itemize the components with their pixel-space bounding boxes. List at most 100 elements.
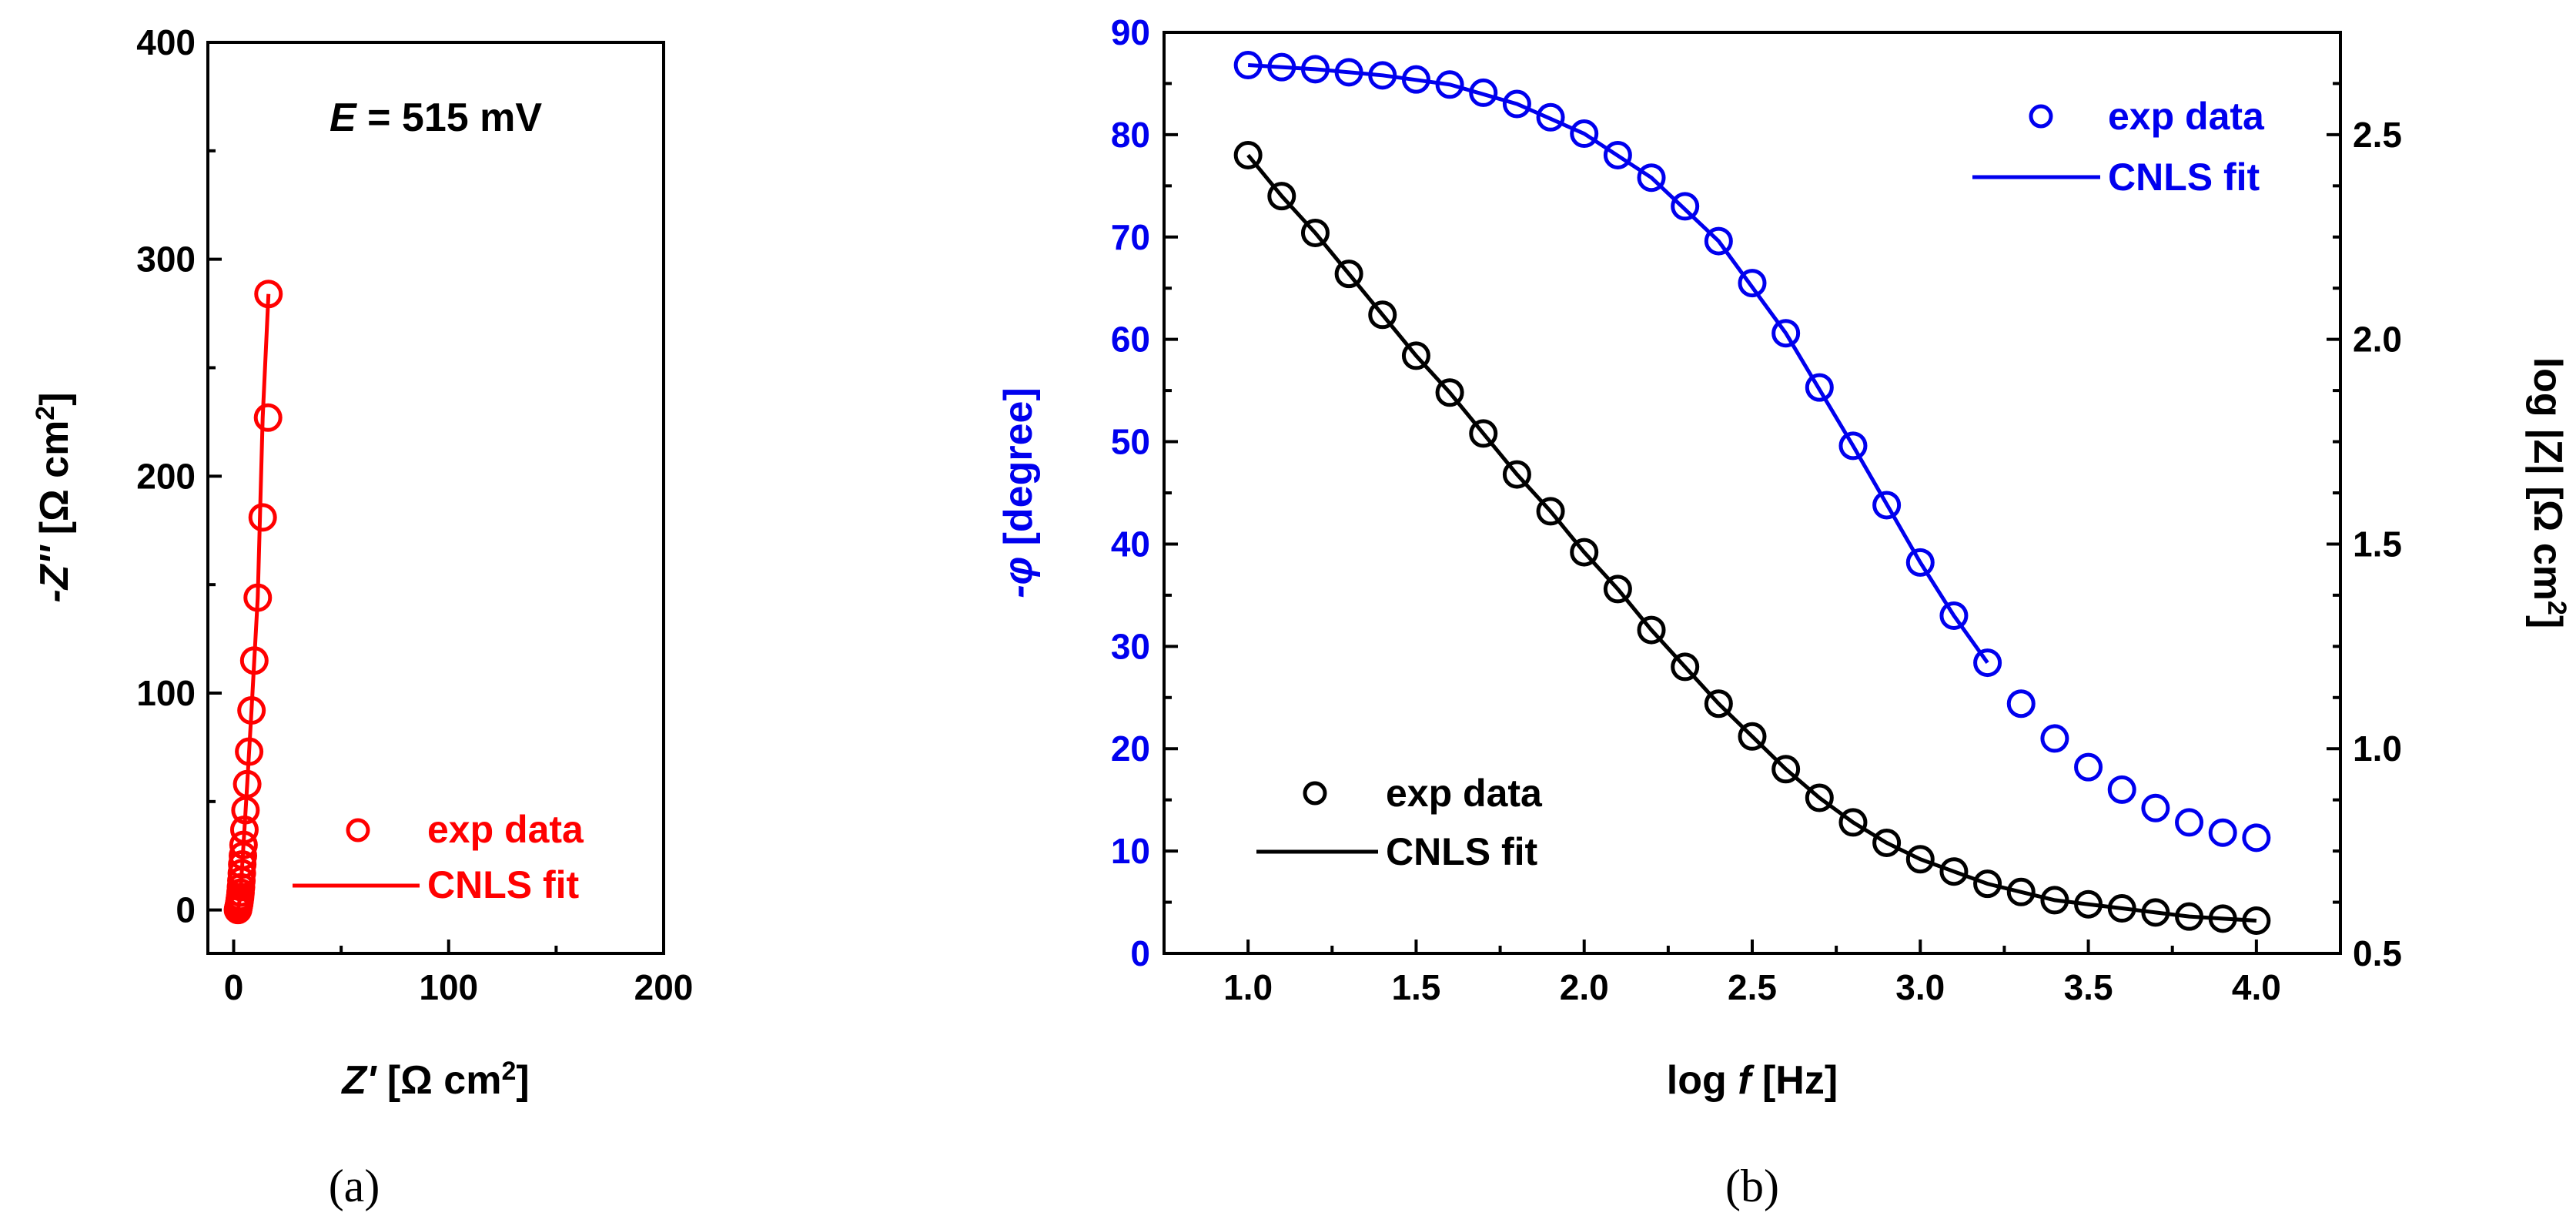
panel-b-phase-data-point <box>2141 793 2170 822</box>
panel-a-data-point <box>235 737 264 766</box>
panel-a-x-tick-label: 100 <box>419 967 478 1007</box>
panel-b-phase-data-point <box>1738 269 1767 298</box>
panel-a-data-point <box>229 830 258 859</box>
panel-b-phase-data-point <box>1469 78 1498 107</box>
panel-a-x-tick-label: 200 <box>634 967 694 1007</box>
panel-b-modulus-data-point <box>2208 904 2237 933</box>
panel-b-modulus-data-point <box>1771 755 1801 784</box>
panel-b-left-y-tick-label: 10 <box>1111 831 1150 871</box>
panel-b-phase-data-point <box>1233 51 1263 80</box>
panel-a-data-point <box>239 646 269 675</box>
panel-a-legend-marker <box>346 818 370 842</box>
panel-a-data-point <box>253 403 283 432</box>
panel-a-data-point <box>254 280 283 309</box>
panel-b-modulus-data-point <box>1872 828 1902 857</box>
panel-b-phase-data-point <box>2006 689 2036 719</box>
panel-b-left-y-axis-label: -φ [degree] <box>996 387 1041 598</box>
panel-b-phase-data-point <box>1973 648 2002 678</box>
panel-b-modulus-data-point <box>1435 378 1464 407</box>
panel-b-phase-legend-line-label: CNLS fit <box>2108 156 2260 199</box>
panel-b-modulus-data-point <box>1704 689 1733 719</box>
panel-b-x-tick-label: 3.5 <box>2064 967 2113 1007</box>
panel-b-right-y-tick-label: 1.5 <box>2353 524 2402 564</box>
panel-b-modulus-data-point <box>2074 889 2103 919</box>
panel-b-left-y-tick-label: 0 <box>1130 933 1150 973</box>
panel-b-phase-data-point <box>2040 724 2069 753</box>
panel-a-plot-frame <box>206 41 665 955</box>
panel-b-x-tick-label: 3.0 <box>1895 967 1945 1007</box>
panel-b-modulus-data-point <box>1905 845 1935 874</box>
panel-b-phase-data-point <box>1401 65 1430 94</box>
panel-b-phase-data-point <box>2175 808 2204 837</box>
panel-a-data-point <box>228 850 257 879</box>
panel-a-data-point <box>243 583 273 612</box>
panel-a-caption: (a) <box>329 1161 380 1211</box>
panel-b-modulus-data-point <box>1738 722 1767 751</box>
panel-a-x-axis-label: Z' [Ω cm2] <box>340 1057 529 1103</box>
panel-b-right-y-tick-label: 0.5 <box>2353 933 2402 973</box>
panel-b-modulus-data-point <box>2242 906 2271 935</box>
panel-b-modulus-legend-markers-label: exp data <box>1386 772 1543 815</box>
panel-a-y-tick-label: 300 <box>136 240 196 280</box>
panel-a-data-point <box>233 769 262 799</box>
panel-b-right-y-tick-label: 2.5 <box>2353 115 2402 155</box>
panel-b-modulus-data-point <box>1671 652 1700 682</box>
panel-b-chart: 1.0 1.5 2.0 2.5 3.0 3.5 4.0 0 10 20 30 40 50 60 70 80 90… <box>996 12 2571 1211</box>
panel-b-phase-data-point <box>1570 119 1599 149</box>
panel-a-y-axis-label: -Z'' [Ω cm2] <box>31 392 77 602</box>
panel-b-modulus-data-point <box>1368 300 1397 330</box>
panel-b-modulus-data-point <box>1536 497 1565 526</box>
panel-b-modulus-legend: exp data CNLS fit <box>1256 772 1543 873</box>
panel-b-phase-data-point <box>1603 140 1632 169</box>
panel-b-phase-data-point <box>1704 226 1733 256</box>
panel-a-y-tick-label: 200 <box>136 456 196 496</box>
panel-b-x-tick-label: 2.0 <box>1560 967 1609 1007</box>
panel-b-left-y-tick-label: 20 <box>1111 729 1150 769</box>
panel-b-modulus-fit-line <box>1246 153 2257 923</box>
panel-b-modulus-data-point <box>1233 140 1263 169</box>
panel-a-data-point <box>227 859 256 888</box>
panel-b-phase-data-point <box>1368 61 1397 90</box>
panel-a-annotation: E = 515 mV <box>330 95 542 140</box>
panel-b-modulus-data-point <box>1267 182 1296 211</box>
panel-b-phase-data-point <box>1905 548 1935 577</box>
panel-b-left-y-tick-label: 30 <box>1111 626 1150 666</box>
panel-b-modulus-data-point <box>1469 419 1498 448</box>
panel-b-phase-legend: exp data CNLS fit <box>1972 95 2265 199</box>
panel-b-x-tick-label: 1.0 <box>1223 967 1273 1007</box>
panel-b-right-y-axis-label: log |Z| [Ω cm2] <box>2525 357 2571 629</box>
panel-b-right-y-tick-label: 2.0 <box>2353 320 2402 360</box>
panel-b-modulus-data-point <box>1637 615 1666 645</box>
panel-b-phase-data-point <box>1939 601 1969 630</box>
panel-b-modulus-data-point <box>1973 869 2002 899</box>
panel-a-chart: 0 100 200 0 100 200 300 400 E = 515 mV exp data… <box>31 22 693 1211</box>
panel-b-phase-data-point <box>1334 58 1363 87</box>
panel-b-phase-data-point <box>1536 102 1565 132</box>
panel-b-phase-data-point <box>1300 55 1330 84</box>
panel-b-x-tick-label: 4.0 <box>2232 967 2281 1007</box>
panel-b-phase-data-point <box>2074 752 2103 782</box>
panel-a-legend: exp data CNLS fit <box>293 808 584 906</box>
panel-b-modulus-data-point <box>1838 808 1868 837</box>
panel-b-phase-data-point <box>2208 818 2237 847</box>
panel-a-legend-line-label: CNLS fit <box>427 863 580 906</box>
panel-b-phase-data-point <box>2107 775 2136 804</box>
panel-a-data-point <box>248 503 277 532</box>
panel-b-phase-data-point <box>1771 319 1801 348</box>
panel-b-modulus-data-point <box>1502 460 1531 489</box>
panel-b-left-y-tick-label: 90 <box>1111 12 1150 52</box>
panel-b-phase-data-point <box>1502 89 1531 119</box>
panel-b-x-axis-label: log f [Hz] <box>1667 1058 1838 1103</box>
panel-b-left-y-tick-label: 40 <box>1111 524 1150 564</box>
panel-b-phase-data-point <box>1267 52 1296 82</box>
panel-a-x-tick-label: 0 <box>224 967 244 1007</box>
panel-b-modulus-data-point <box>1805 783 1834 812</box>
panel-b-modulus-data-point <box>2040 886 2069 915</box>
panel-b-right-y-tick-label: 1.0 <box>2353 729 2402 769</box>
panel-a-data-point <box>229 815 259 844</box>
panel-a-y-tick-label: 400 <box>136 22 196 62</box>
panel-b-modulus-data-point <box>1334 260 1363 289</box>
panel-a-data-point <box>237 696 266 725</box>
panel-b-x-tick-label: 2.5 <box>1728 967 1777 1007</box>
